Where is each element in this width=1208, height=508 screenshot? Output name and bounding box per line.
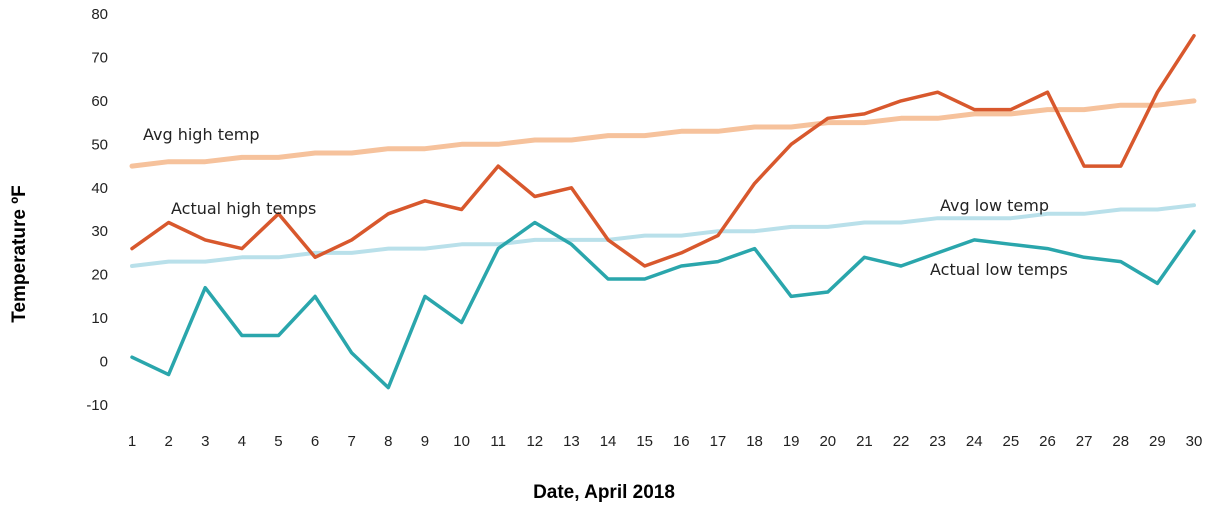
x-tick-label: 18	[746, 433, 763, 450]
x-tick-label: 15	[636, 433, 653, 450]
x-tick-label: 22	[893, 433, 910, 450]
x-tick-label: 16	[673, 433, 690, 450]
y-tick-label: 60	[91, 93, 108, 110]
x-tick-label: 24	[966, 433, 983, 450]
x-tick-label: 10	[453, 433, 470, 450]
x-tick-label: 21	[856, 433, 873, 450]
y-tick-label: -10	[86, 397, 108, 414]
x-axis-title: Date, April 2018	[533, 482, 675, 503]
actual-high-temps-label: Actual high temps	[171, 199, 316, 218]
x-axis-ticks: 1 2 3 4 5 6 7 8 9 10 11 12 13 14 15 16 17 18 19 20 21 22 23 24 2…	[128, 433, 1203, 450]
actual-high-temps-line	[130, 33, 1196, 268]
x-tick-label: 12	[526, 433, 543, 450]
actual-low-temps-line	[130, 220, 1196, 390]
x-tick-label: 14	[600, 433, 617, 450]
x-tick-label: 26	[1039, 433, 1056, 450]
x-tick-label: 27	[1076, 433, 1093, 450]
x-tick-label: 7	[348, 433, 356, 450]
avg-high-temp-label: Avg high temp	[143, 125, 260, 144]
x-tick-label: 13	[563, 433, 580, 450]
x-tick-label: 4	[238, 433, 246, 450]
y-tick-label: 10	[91, 310, 108, 327]
avg-low-temp-line	[130, 203, 1196, 268]
actual-low-temps-label: Actual low temps	[930, 260, 1068, 279]
y-axis-title: Temperature ºF	[9, 185, 30, 323]
y-tick-label: 80	[91, 6, 108, 23]
x-tick-label: 11	[490, 433, 506, 450]
series-lines	[129, 33, 1197, 390]
x-tick-label: 1	[128, 433, 136, 450]
y-tick-label: 0	[100, 354, 108, 371]
avg-high-temp-line	[129, 98, 1197, 169]
x-tick-label: 25	[1003, 433, 1020, 450]
x-tick-label: 29	[1149, 433, 1166, 450]
x-tick-label: 30	[1186, 433, 1203, 450]
avg-low-temp-label: Avg low temp	[940, 196, 1049, 215]
x-tick-label: 9	[421, 433, 429, 450]
y-tick-label: 50	[91, 136, 108, 153]
x-tick-label: 23	[929, 433, 946, 450]
x-tick-label: 8	[384, 433, 392, 450]
x-tick-label: 28	[1112, 433, 1129, 450]
series-labels: Avg high temp Actual high temps Avg low te…	[143, 125, 1068, 279]
y-axis-ticks: -10 0 10 20 30 40 50 60 70 80	[86, 6, 108, 414]
x-tick-label: 5	[274, 433, 282, 450]
y-tick-label: 40	[91, 180, 108, 197]
x-tick-label: 2	[164, 433, 172, 450]
x-tick-label: 17	[710, 433, 727, 450]
y-tick-label: 20	[91, 267, 108, 284]
x-tick-label: 20	[819, 433, 836, 450]
x-tick-label: 3	[201, 433, 209, 450]
x-tick-label: 19	[783, 433, 800, 450]
y-tick-label: 30	[91, 223, 108, 240]
y-tick-label: 70	[91, 49, 108, 66]
x-tick-label: 6	[311, 433, 319, 450]
